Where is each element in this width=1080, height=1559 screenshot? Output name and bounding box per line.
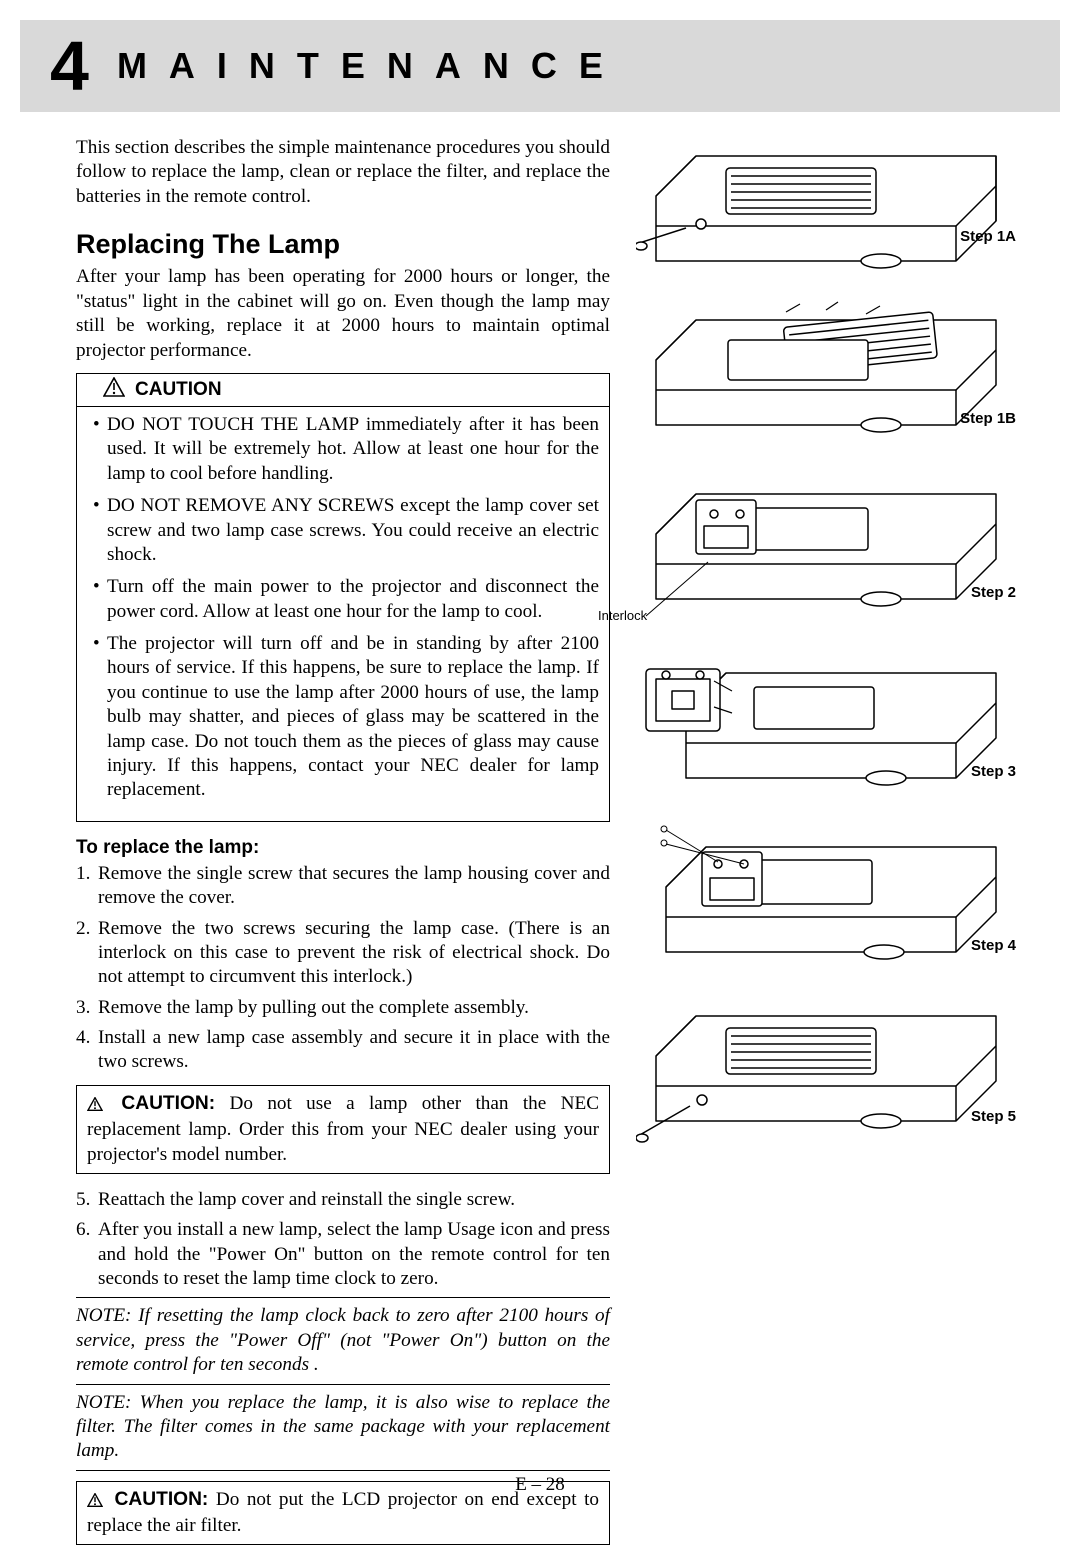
left-column: This section describes the simple mainte… [76,136,610,1559]
divider [76,1297,610,1298]
mid-caution-box: CAUTION: Do not use a lamp other than th… [76,1085,610,1174]
figure-step-3: Step 3 [636,643,1016,808]
note-text: NOTE: If resetting the lamp clock back t… [76,1304,610,1377]
caution-item: DO NOT REMOVE ANY SCREWS except the lamp… [89,494,599,567]
divider [76,1384,610,1385]
procedure-step: Remove the lamp by pulling out the compl… [76,996,610,1020]
chapter-header: 4 MAINTENANCE [20,20,1060,112]
right-column: Step 1A [636,136,1016,1559]
intro-paragraph: This section describes the simple mainte… [76,136,610,209]
chapter-title: MAINTENANCE [117,45,625,87]
step-label: Step 3 [971,763,1016,780]
caution-title: CAUTION [135,379,222,400]
caution-item: DO NOT TOUCH THE LAMP immediately after … [89,413,599,486]
caution-title-row: CAUTION [77,374,609,407]
step-label: Step 1B [960,410,1016,427]
step-label: Step 5 [971,1108,1016,1125]
warning-icon [87,1095,117,1116]
procedure-step: Install a new lamp case assembly and sec… [76,1026,610,1075]
figure-step-1a: Step 1A [636,136,1016,286]
step-label: Step 4 [971,937,1016,954]
page-number: E – 28 [0,1474,1080,1496]
divider [76,1470,610,1471]
figure-step-2: Interlock Step 2 [636,464,1016,629]
warning-icon [103,377,125,404]
figure-step-4: Step 4 [636,822,1016,982]
caution-bullet-list: DO NOT TOUCH THE LAMP immediately after … [89,413,599,803]
interlock-label: Interlock [598,608,647,623]
procedure-subheading: To replace the lamp: [76,836,610,860]
caution-body: DO NOT TOUCH THE LAMP immediately after … [77,407,609,821]
figure-step-1b: Step 1B [636,300,1016,450]
step-label: Step 2 [971,584,1016,601]
caution-box: CAUTION DO NOT TOUCH THE LAMP immediatel… [76,373,610,822]
procedure-list-b: Reattach the lamp cover and reinstall th… [76,1188,610,1292]
figure-step-5: Step 5 [636,996,1016,1151]
page: 4 MAINTENANCE This section describes the… [0,0,1080,1526]
procedure-list-a: Remove the single screw that secures the… [76,862,610,1075]
procedure-step: After you install a new lamp, select the… [76,1218,610,1291]
chapter-number: 4 [50,31,89,101]
caution-item: The projector will turn off and be in st… [89,632,599,803]
content-columns: This section describes the simple mainte… [20,112,1060,1559]
procedure-step: Remove the two screws securing the lamp … [76,917,610,990]
step-label: Step 1A [960,228,1016,245]
caution-item: Turn off the main power to the projector… [89,575,599,624]
note-text: NOTE: When you replace the lamp, it is a… [76,1391,610,1464]
caution-label: CAUTION: [121,1093,215,1114]
procedure-step: Remove the single screw that secures the… [76,862,610,911]
procedure-step: Reattach the lamp cover and reinstall th… [76,1188,610,1212]
section-lead: After your lamp has been operating for 2… [76,265,610,363]
section-heading: Replacing The Lamp [76,227,610,261]
